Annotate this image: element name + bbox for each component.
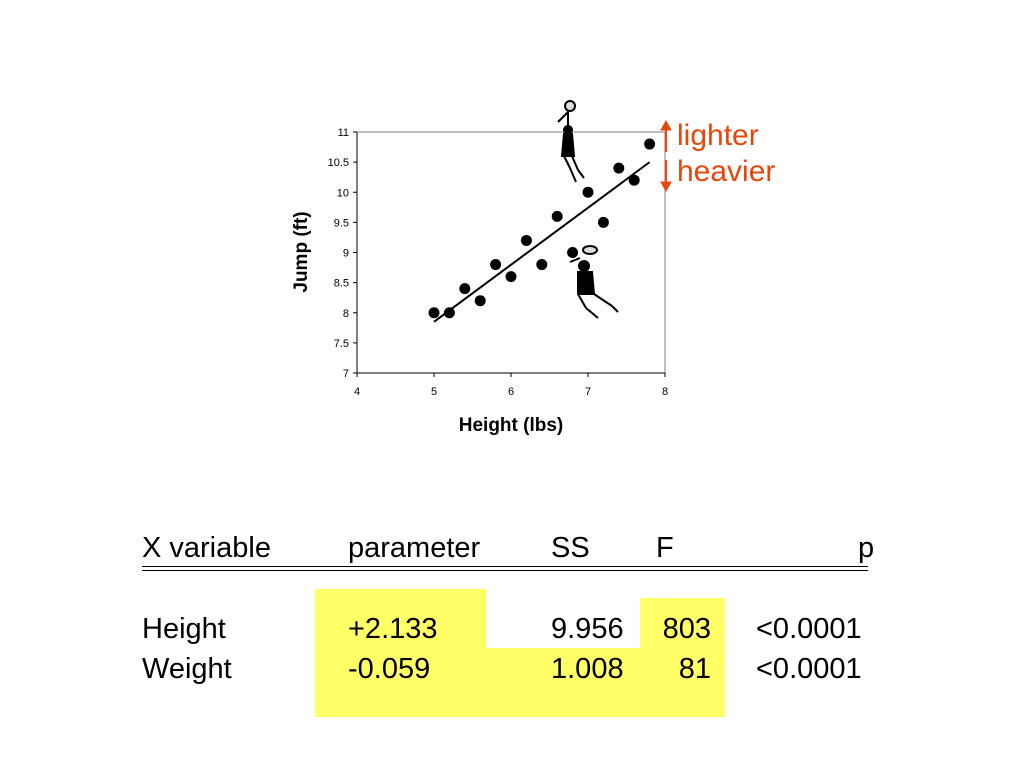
x-tick-label: 4	[354, 386, 360, 398]
up-arrow-icon	[660, 119, 672, 152]
y-tick-label: 9	[343, 248, 349, 260]
row-weight-parameter: -0.059	[348, 653, 431, 685]
down-arrow-icon	[660, 160, 672, 193]
y-tick-label: 7.5	[334, 338, 349, 350]
data-point	[474, 295, 486, 307]
x-tick-label: 5	[431, 386, 437, 398]
data-point	[443, 307, 455, 319]
header-rule-bottom	[142, 570, 868, 571]
x-tick-label: 7	[585, 386, 591, 398]
data-point	[505, 271, 517, 283]
y-tick-label: 9.5	[334, 217, 349, 229]
y-tick-label: 11	[338, 127, 349, 139]
x-tick-label: 6	[508, 386, 514, 398]
row-weight-p: <0.0001	[756, 653, 862, 685]
data-point	[551, 210, 563, 222]
f-highlight	[640, 598, 725, 717]
trendline	[433, 161, 651, 323]
data-point	[567, 247, 579, 258]
data-point	[520, 234, 532, 246]
row-height-parameter: +2.133	[348, 613, 438, 645]
y-axis-label: Jump (ft)	[291, 211, 312, 292]
header-parameter: parameter	[348, 532, 481, 564]
y-tick-label: 8.5	[334, 278, 349, 290]
header-p: p	[858, 532, 875, 564]
row-weight-xvar: Weight	[142, 653, 232, 685]
row-height-ss: 9.956	[551, 613, 624, 645]
data-point	[613, 162, 625, 174]
header-rule-top	[142, 566, 868, 567]
row-weight-ss: 1.008	[551, 653, 624, 685]
header-f: F	[656, 532, 674, 564]
data-points	[428, 138, 656, 319]
y-tick-label: 10.5	[328, 157, 349, 169]
y-tick-label: 8	[343, 308, 349, 320]
x-axis-label: Height (lbs)	[459, 415, 564, 436]
heavier-annotation: heavier	[677, 155, 776, 188]
data-point	[644, 138, 656, 150]
y-tick-label: 7	[343, 368, 349, 380]
parameter-highlight-extension	[486, 648, 646, 717]
jumper-high-icon	[557, 100, 585, 183]
header-ss: SS	[551, 532, 590, 564]
row-height-p: <0.0001	[756, 613, 862, 645]
x-tick-label: 8	[662, 386, 668, 398]
header-xvar: X variable	[142, 532, 271, 564]
trendline-group	[433, 161, 651, 323]
row-weight-f: 81	[678, 653, 711, 685]
jumper-low-icon	[569, 245, 619, 319]
data-point	[536, 259, 548, 271]
row-height-f: 803	[662, 613, 711, 645]
scatter-chart: 4 5 6 7 8 7 7.5 8 8.5 9 9.5 10 10.5 11 Height (lbs) J…	[291, 100, 672, 436]
data-point	[428, 307, 440, 319]
data-point	[490, 259, 502, 271]
lighter-annotation: lighter	[677, 119, 759, 152]
data-point	[459, 283, 471, 295]
data-point	[628, 174, 640, 186]
data-point	[597, 216, 609, 228]
data-point	[582, 186, 594, 198]
row-height-xvar: Height	[142, 613, 226, 645]
chart-ticks: 4 5 6 7 8 7 7.5 8 8.5 9 9.5 10 10.5 11	[328, 127, 668, 398]
y-tick-label: 10	[337, 187, 349, 199]
parameter-highlight	[315, 589, 486, 717]
